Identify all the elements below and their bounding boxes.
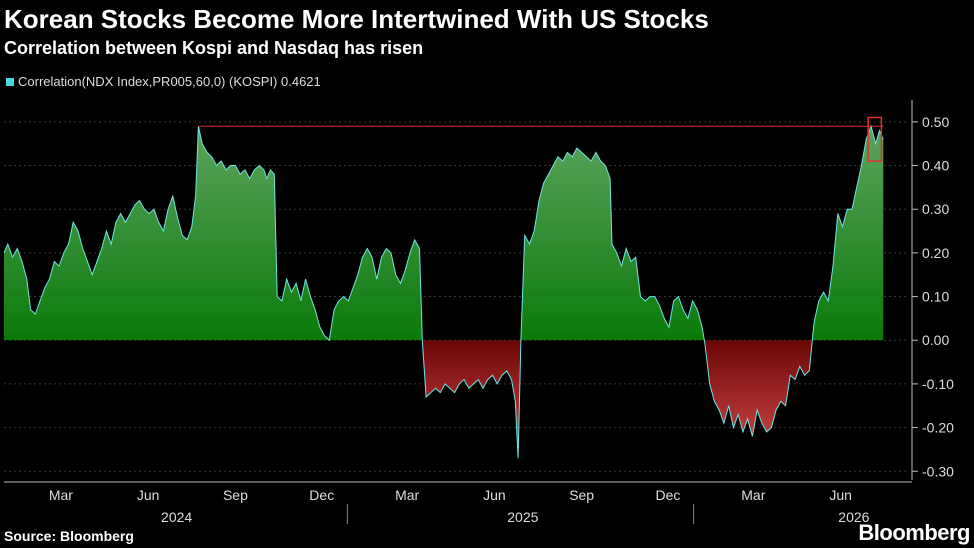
negative-area <box>4 340 884 459</box>
area-series <box>3 124 884 459</box>
x-tick-label: Jun <box>483 487 506 503</box>
y-tick-label: -0.10 <box>922 376 954 392</box>
y-tick-label: -0.30 <box>922 463 954 479</box>
x-year-label: 2024 <box>161 509 192 525</box>
x-tick-label: Sep <box>223 487 248 503</box>
chart-title: Korean Stocks Become More Intertwined Wi… <box>4 4 709 34</box>
x-year-label: 2026 <box>838 509 869 525</box>
x-year-label: 2025 <box>507 509 538 525</box>
chart-subtitle: Correlation between Kospi and Nasdaq has… <box>4 38 424 58</box>
y-tick-label: 0.20 <box>922 245 949 261</box>
bloomberg-logo: Bloomberg <box>858 520 970 545</box>
positive-area <box>4 126 884 341</box>
highlight-box <box>867 116 883 162</box>
y-tick-label: -0.20 <box>922 420 954 436</box>
y-tick-label: 0.30 <box>922 201 949 217</box>
y-axis: 0.50 0.40 0.30 0.20 0.10 0.00 -0.10 -0.20 -0.30 <box>911 100 954 480</box>
annotations <box>198 116 884 162</box>
source-note: Source: Bloomberg <box>4 528 134 544</box>
legend-label: Correlation(NDX Index,PR005,60,0) (KOSPI… <box>18 74 321 89</box>
series-line <box>3 124 884 459</box>
x-tick-label: Jun <box>137 487 160 503</box>
legend: Correlation(NDX Index,PR005,60,0) (KOSPI… <box>6 74 321 89</box>
x-tick-label: Dec <box>309 487 334 503</box>
legend-swatch <box>6 77 14 86</box>
x-tick-label: Dec <box>656 487 681 503</box>
y-tick-label: 0.40 <box>922 158 949 174</box>
y-tick-label: 0.50 <box>922 114 949 130</box>
x-tick-label: Mar <box>395 487 419 503</box>
x-tick-label: Jun <box>829 487 852 503</box>
x-tick-label: Sep <box>569 487 594 503</box>
y-tick-label: 0.10 <box>922 289 949 305</box>
x-tick-label: Mar <box>741 487 765 503</box>
y-tick-label: 0.00 <box>922 332 949 348</box>
x-tick-label: Mar <box>49 487 73 503</box>
